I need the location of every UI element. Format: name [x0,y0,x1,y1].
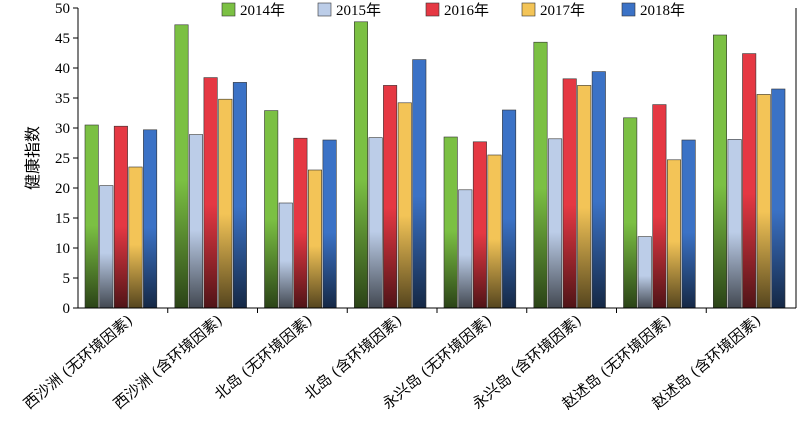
bar-2017年-0 [128,166,143,309]
bar-2018年-5 [591,71,606,309]
legend-swatch [317,2,332,17]
bar-2014年-3 [353,21,368,309]
bar-2016年-7 [742,53,757,309]
bar-2017年-3 [397,102,412,309]
legend-label: 2015年 [336,2,381,19]
y-tick-label: 20 [55,181,70,197]
y-tick-label: 25 [55,151,70,167]
bar-2017年-2 [307,169,322,309]
legend: 2014年 2015年 2016年 2017年 2018年 [221,2,685,19]
bar-2014年-0 [84,124,99,309]
y-tick-label: 30 [55,121,70,137]
y-tick-label: 40 [55,61,70,77]
bar-2017年-1 [218,98,233,309]
bar-2018年-3 [412,59,427,309]
bar-2016年-6 [652,104,667,309]
legend-label: 2017年 [540,2,585,19]
bar-2015年-0 [99,185,114,309]
legend-label: 2018年 [640,2,685,19]
bar-2017年-4 [487,154,502,309]
y-tick-label: 35 [55,91,70,107]
y-tick-label: 5 [63,271,71,287]
bar-2017年-7 [756,94,771,309]
bar-2014年-6 [623,117,638,309]
bars-layer [84,21,786,309]
legend-label: 2014年 [240,2,285,19]
bar-2015年-7 [727,139,742,309]
bar-2018年-0 [143,129,158,309]
bar-2016年-0 [113,125,128,309]
bar-2016年-1 [203,77,218,309]
bar-2014年-5 [533,41,548,309]
bar-2016年-3 [383,85,398,309]
bar-2015年-5 [548,138,563,309]
legend-swatch [425,2,440,17]
y-tick-label: 0 [63,301,71,317]
bar-2016年-2 [293,137,308,309]
bar-2014年-2 [264,110,279,309]
bar-2015年-4 [458,189,473,309]
bar-2017年-5 [577,85,592,309]
bar-2015年-3 [368,137,383,309]
bar-2015年-6 [637,236,652,309]
bar-2018年-7 [771,88,786,309]
bar-2014年-4 [443,136,458,309]
bar-2016年-4 [472,141,487,309]
bar-2018年-1 [232,82,247,309]
y-tick-label: 10 [55,241,70,257]
bar-2018年-4 [502,109,517,309]
legend-swatch [521,2,536,17]
legend-swatch [221,2,236,17]
bar-2018年-2 [322,139,337,309]
y-tick-label: 45 [55,31,70,47]
y-tick-label: 15 [55,211,70,227]
bar-2017年-6 [666,159,681,309]
legend-swatch [621,2,636,17]
bar-2014年-1 [174,24,189,309]
bar-2015年-2 [278,202,293,309]
bar-2015年-1 [189,134,204,309]
y-tick-label: 50 [55,1,70,17]
bar-2016年-5 [562,78,577,309]
y-axis-title: 健康指数 [23,126,42,190]
bar-2018年-6 [681,139,696,309]
bar-2014年-7 [712,34,727,309]
legend-label: 2016年 [444,2,489,19]
